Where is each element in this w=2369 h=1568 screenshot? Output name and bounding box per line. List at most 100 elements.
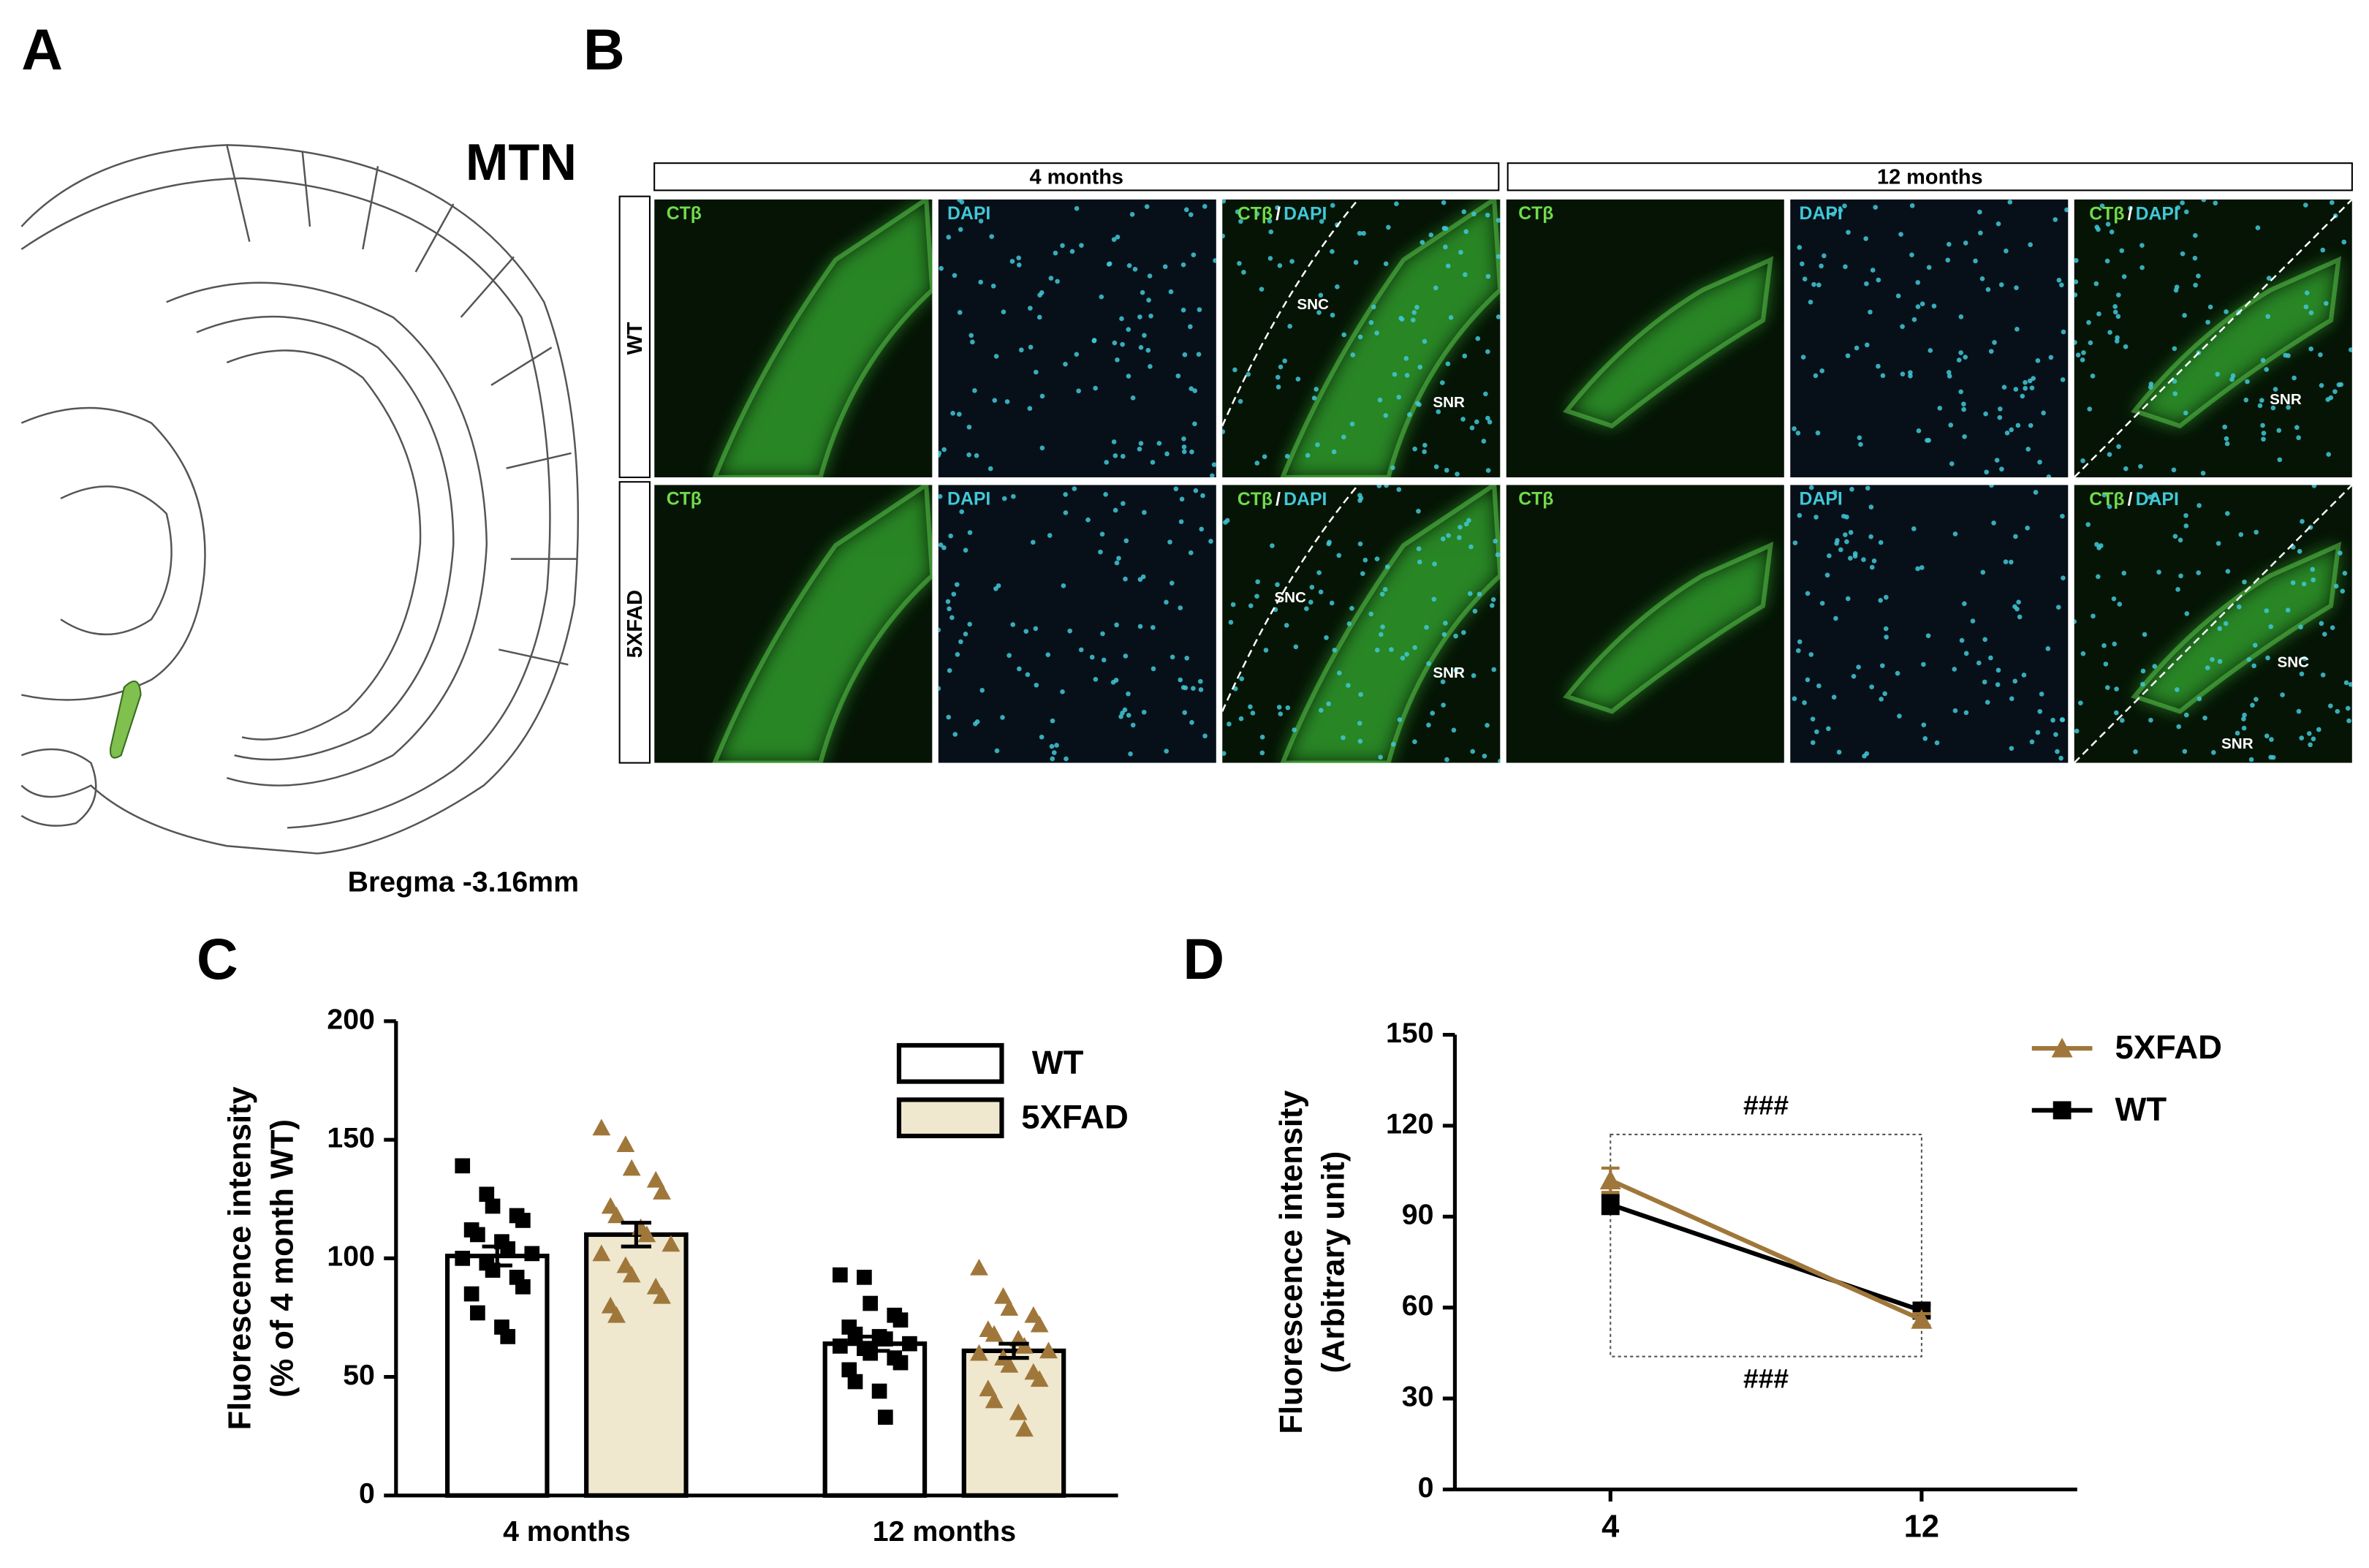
nucleus bbox=[2099, 203, 2105, 208]
nucleus bbox=[1357, 498, 1362, 503]
nucleus bbox=[1292, 727, 1297, 732]
nucleus bbox=[2173, 287, 2179, 293]
nucleus bbox=[1128, 751, 1133, 757]
nucleus bbox=[1337, 670, 1342, 676]
nucleus bbox=[2217, 659, 2223, 664]
nucleus bbox=[1400, 655, 1406, 661]
nucleus bbox=[1362, 557, 1368, 563]
nucleus bbox=[2123, 466, 2129, 471]
nucleus bbox=[1188, 212, 1194, 217]
nucleus bbox=[2148, 382, 2154, 387]
nucleus bbox=[2246, 656, 2252, 662]
nucleus bbox=[1309, 584, 1315, 590]
nucleus bbox=[2304, 290, 2310, 295]
nucleus bbox=[1863, 236, 1868, 241]
data-point bbox=[622, 1159, 641, 1176]
nucleus bbox=[2058, 755, 2063, 761]
nucleus bbox=[1183, 207, 1189, 213]
nucleus bbox=[993, 354, 999, 359]
nucleus bbox=[2280, 692, 2285, 697]
nucleus bbox=[2316, 727, 2321, 732]
nucleus bbox=[951, 591, 957, 597]
nucleus bbox=[1027, 406, 1033, 412]
nucleus bbox=[1239, 676, 1245, 681]
nucleus bbox=[2014, 285, 2019, 290]
nucleus bbox=[1016, 262, 1022, 268]
nucleus bbox=[2060, 513, 2065, 519]
nucleus bbox=[1495, 552, 1501, 558]
data-point bbox=[470, 1227, 485, 1243]
nucleus bbox=[2217, 626, 2223, 632]
nucleus bbox=[2224, 436, 2229, 442]
data-point bbox=[515, 1213, 531, 1228]
nucleus bbox=[1963, 651, 1969, 656]
nucleus bbox=[1396, 487, 1402, 492]
nucleus bbox=[2151, 493, 2156, 499]
nucleus bbox=[1168, 289, 1174, 295]
nucleus bbox=[2105, 221, 2111, 227]
nucleus bbox=[1417, 559, 1422, 565]
micrograph-bg bbox=[938, 485, 1216, 763]
nucleus bbox=[1314, 387, 1319, 392]
nucleus bbox=[1191, 252, 1197, 257]
nucleus bbox=[1180, 262, 1186, 268]
series-line bbox=[1609, 1178, 1923, 1322]
data-point bbox=[985, 1391, 1004, 1409]
nucleus bbox=[956, 412, 962, 417]
micrograph-bg bbox=[938, 199, 1216, 478]
nucleus bbox=[2140, 668, 2146, 674]
nucleus bbox=[1868, 534, 1873, 539]
nucleus bbox=[2321, 632, 2327, 637]
fiber-band bbox=[714, 199, 933, 478]
nucleus bbox=[1414, 305, 1419, 310]
nucleus bbox=[1460, 417, 1466, 422]
nucleus bbox=[1100, 631, 1105, 637]
nucleus bbox=[2250, 702, 2255, 708]
nucleus bbox=[1270, 543, 1275, 548]
nucleus bbox=[1151, 625, 1156, 630]
nucleus bbox=[2276, 428, 2282, 433]
nucleus bbox=[1436, 409, 1441, 414]
nucleus bbox=[1112, 340, 1118, 346]
nucleus bbox=[1446, 533, 1451, 538]
nucleus bbox=[2085, 522, 2091, 527]
nucleus bbox=[1276, 385, 1281, 390]
nucleus bbox=[2013, 387, 2019, 392]
nucleus bbox=[1037, 292, 1042, 298]
nucleus bbox=[1876, 277, 1881, 283]
nucleus bbox=[1485, 722, 1490, 728]
nucleus bbox=[1390, 465, 1395, 471]
nucleus bbox=[2029, 739, 2035, 745]
channel-label-part: CTβ bbox=[1237, 204, 1273, 224]
nucleus bbox=[1284, 623, 1289, 628]
data-point bbox=[592, 1244, 611, 1262]
nucleus bbox=[1114, 622, 1119, 628]
nucleus bbox=[1137, 577, 1143, 582]
nucleus bbox=[2178, 573, 2183, 579]
nucleus bbox=[1883, 626, 1889, 632]
nucleus bbox=[2308, 346, 2313, 352]
y-tick-label: 200 bbox=[327, 1003, 375, 1035]
nucleus bbox=[1946, 370, 1952, 375]
nucleus bbox=[2286, 404, 2291, 410]
nucleus bbox=[2052, 217, 2058, 222]
nucleus bbox=[2264, 733, 2270, 739]
fiber-band-core bbox=[712, 199, 933, 478]
nucleus bbox=[2290, 580, 2296, 586]
nucleus bbox=[2320, 672, 2326, 678]
nucleus bbox=[1349, 605, 1354, 611]
nucleus bbox=[1956, 357, 1962, 363]
nucleus bbox=[938, 686, 941, 692]
nucleus bbox=[1422, 449, 1427, 455]
nucleus bbox=[1834, 540, 1839, 546]
nucleus bbox=[1979, 276, 1985, 281]
nucleus bbox=[1319, 708, 1324, 713]
nucleus bbox=[2348, 682, 2352, 687]
nucleus bbox=[1050, 756, 1055, 762]
nucleus bbox=[1830, 211, 1836, 217]
nucleus bbox=[1162, 264, 1168, 270]
nucleus bbox=[1909, 203, 1915, 208]
nucleus bbox=[2090, 374, 2096, 379]
nucleus bbox=[1963, 240, 1968, 246]
nucleus bbox=[1111, 237, 1117, 242]
